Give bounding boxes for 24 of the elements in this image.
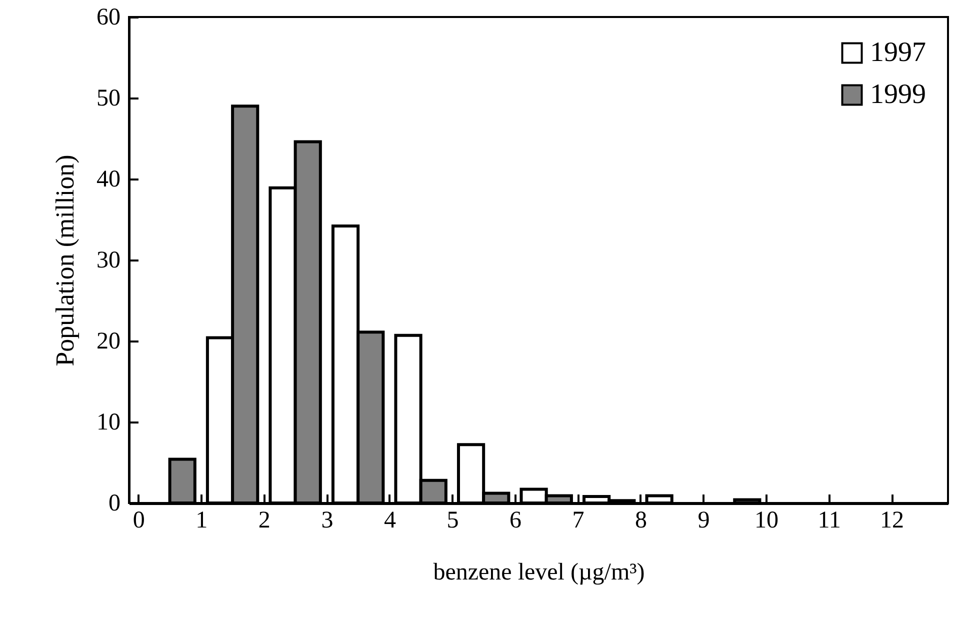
legend-label: 1999 — [870, 79, 926, 110]
y-tick-label: 10 — [96, 410, 120, 436]
x-tick-label: 8 — [634, 508, 647, 534]
x-tick-label: 11 — [818, 508, 841, 534]
x-tick-label: 12 — [880, 508, 904, 534]
y-tick-label: 60 — [96, 4, 120, 30]
x-tick-label: 10 — [754, 508, 778, 534]
x-tick-label: 4 — [384, 508, 396, 534]
y-tick-label: 50 — [96, 86, 120, 112]
y-tick-label: 0 — [108, 490, 120, 516]
legend-label: 1997 — [870, 37, 926, 68]
x-tick-label: 0 — [132, 508, 145, 534]
x-tick-label: 6 — [509, 508, 522, 534]
y-axis-title: Population (million) — [50, 154, 80, 366]
y-tick-label: 30 — [96, 248, 120, 274]
x-tick-label: 2 — [258, 508, 270, 534]
y-tick-label: 40 — [96, 166, 120, 192]
x-tick-label: 5 — [446, 508, 459, 534]
x-tick-label: 9 — [698, 508, 710, 534]
x-axis-title: benzene level (µg/m³) — [433, 560, 645, 586]
x-tick-label: 7 — [572, 508, 584, 534]
x-tick-label: 3 — [321, 508, 334, 534]
x-tick-label: 1 — [196, 508, 208, 534]
y-tick-label: 20 — [96, 328, 120, 354]
